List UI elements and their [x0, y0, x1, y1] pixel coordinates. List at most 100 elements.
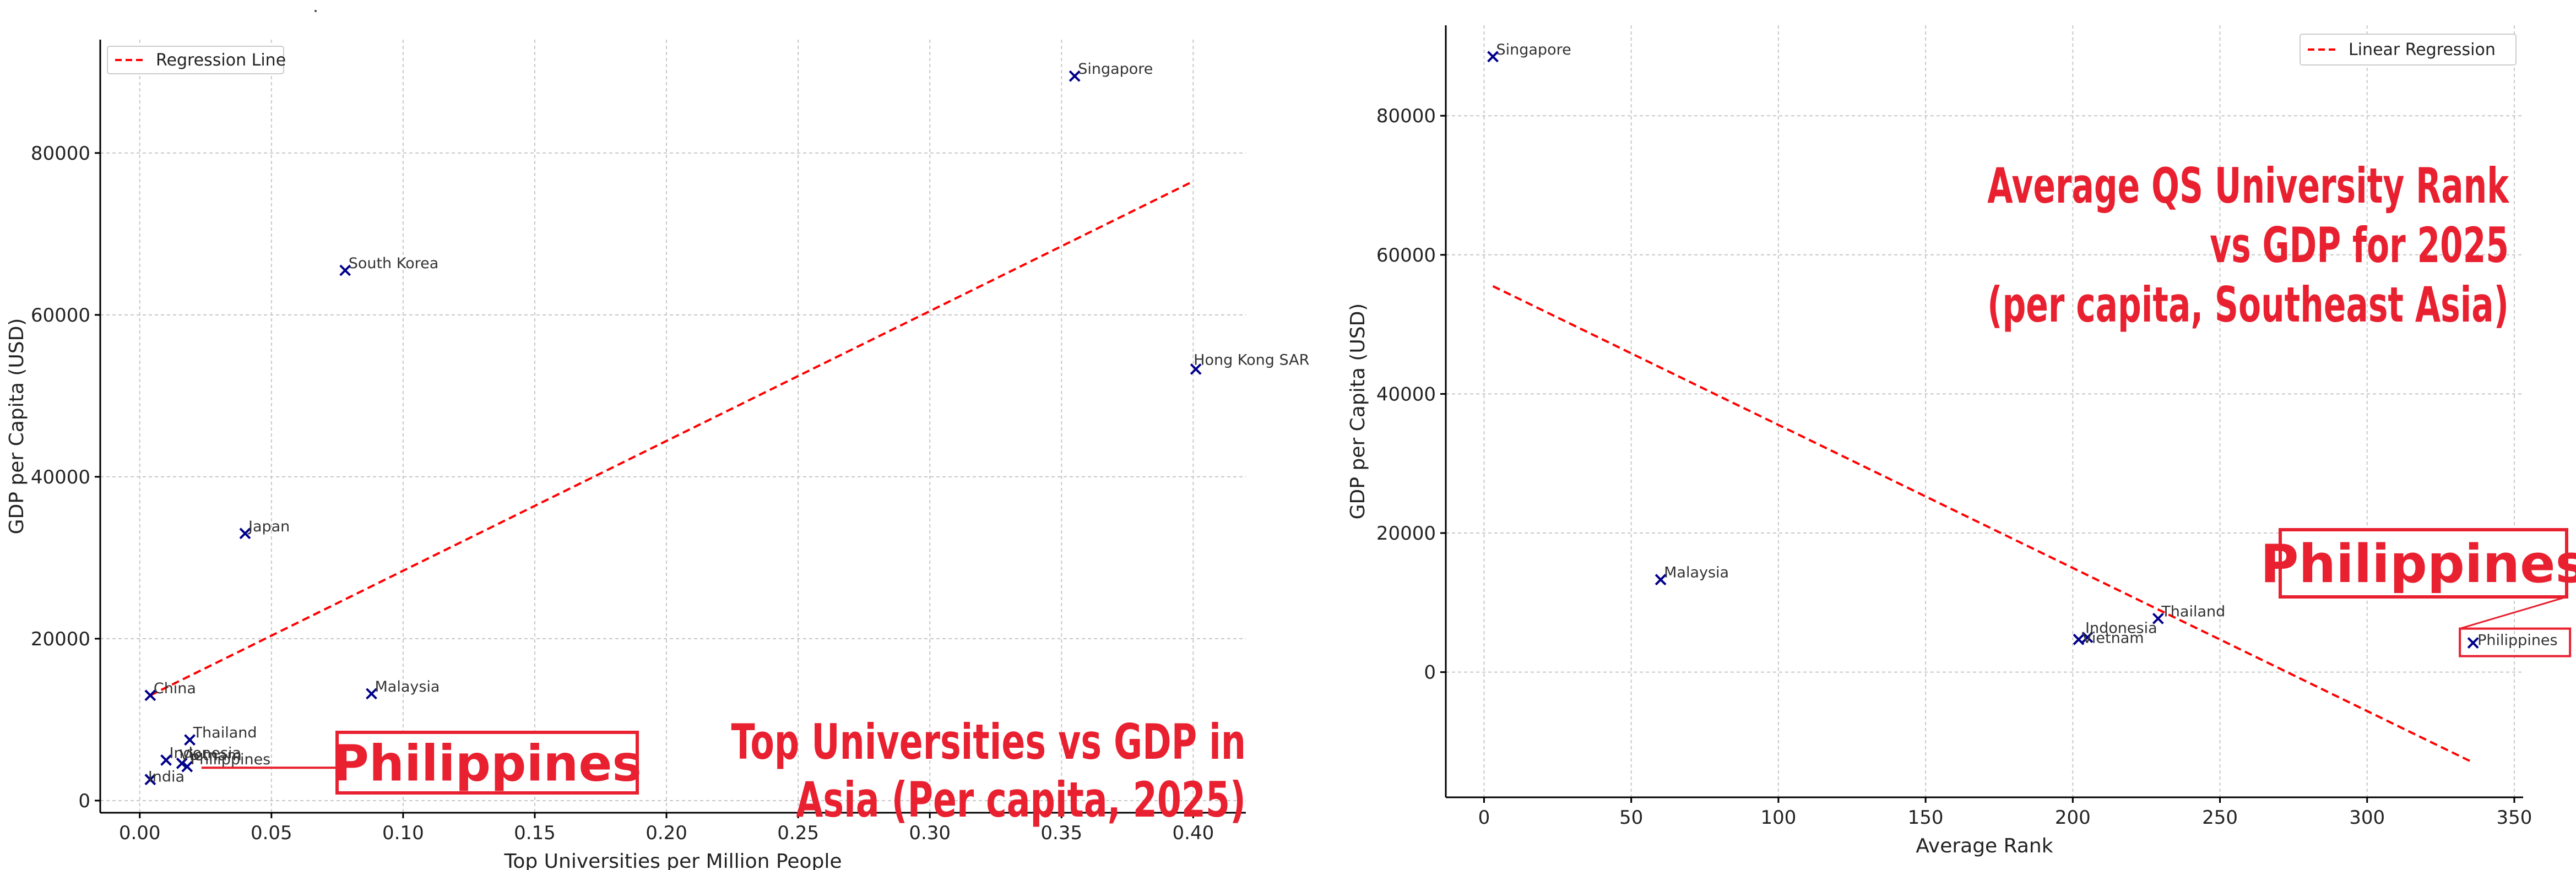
data-point-philippines: Philippines	[2467, 632, 2558, 649]
marker-x	[1655, 574, 1667, 586]
point-label-philippines: Philippines	[191, 751, 270, 768]
title-line-2: Asia (Per capita, 2025)	[796, 773, 1246, 829]
legend: Regression Line	[107, 46, 286, 74]
point-label-singapore: Singapore	[1078, 61, 1153, 78]
y-tick-label: 80000	[31, 143, 90, 165]
point-label-thailand: Thailand	[2161, 603, 2225, 620]
marker-x	[160, 754, 172, 766]
marker-x	[176, 757, 188, 769]
point-label-vietnam: Vietnam	[180, 747, 242, 764]
data-point-singapore: Singapore	[1487, 41, 1571, 63]
x-axis-label: Top Universities per Million People	[503, 850, 842, 870]
x-tick-label: 250	[2202, 807, 2238, 829]
marker-x	[239, 528, 251, 540]
x-tick-label: 0.25	[777, 822, 819, 844]
legend-box	[107, 46, 284, 74]
callout-box	[2279, 528, 2568, 599]
data-point-hong-kong-sar: Hong Kong SAR	[1190, 351, 1309, 375]
data-point-vietnam: Vietnam	[176, 747, 242, 769]
y-tick-label: 80000	[1376, 105, 1436, 127]
marker-x	[1487, 51, 1499, 63]
marker-x	[366, 688, 377, 700]
callout-connector	[2459, 596, 2567, 630]
point-label-china: China	[154, 680, 196, 697]
x-tick-label: 350	[2497, 807, 2532, 829]
marker-x	[339, 264, 351, 276]
legend-label: Linear Regression	[2349, 40, 2496, 59]
point-label-india: India	[148, 769, 185, 786]
title-line-1: Average QS University Rank	[1987, 157, 2509, 214]
x-axis-label: Average Rank	[1916, 835, 2053, 857]
x-tick-label: 0.40	[1173, 822, 1214, 844]
chart-panel-1: 0.00 0.05 0.10 0.15 0.20 0.25 0.30 0.35 0.40 0 200…	[6, 40, 1309, 870]
legend-box	[2300, 34, 2517, 66]
point-label-vietnam: Vietnam	[2082, 629, 2144, 646]
y-tick-label: 60000	[31, 304, 90, 327]
x-tick-label: 0.10	[382, 822, 424, 844]
marker-x	[2467, 637, 2479, 649]
callout-label: Philippines	[2260, 534, 2576, 595]
point-label-indonesia: Indonesia	[170, 744, 242, 762]
marker-x	[2152, 612, 2164, 624]
x-tick-label: 0.35	[1040, 822, 1082, 844]
callout-philippines: Philippines	[201, 731, 642, 795]
point-label-indonesia: Indonesia	[2085, 619, 2157, 637]
title-line-3: (per capita, Southeast Asia)	[1987, 276, 2509, 333]
data-point-china: China	[144, 680, 196, 702]
marker-x	[144, 774, 156, 786]
data-point-thailand: Thailand	[2152, 603, 2225, 624]
data-point-singapore: Singapore	[1069, 61, 1153, 82]
regression-line	[1492, 285, 2474, 764]
stray-dot	[314, 10, 317, 12]
callout-point-box	[2459, 627, 2572, 657]
data-point-japan: Japan	[239, 518, 290, 540]
legend-label: Regression Line	[156, 51, 286, 70]
data-point-malaysia: Malaysia	[366, 678, 440, 700]
y-tick-label: 20000	[31, 628, 90, 650]
x-tick-label: 50	[1619, 807, 1643, 829]
marker-x	[1190, 363, 1202, 375]
data-point-thailand: Thailand	[184, 725, 257, 746]
point-label-thailand: Thailand	[193, 725, 257, 742]
x-tick-label: 0.20	[646, 822, 687, 844]
y-tick-label: 0	[78, 790, 90, 812]
x-tick-label: 0.00	[119, 822, 161, 844]
callout-philippines: Philippines	[2260, 528, 2576, 657]
data-point-south-korea: South Korea	[339, 255, 438, 276]
data-point-indonesia: Indonesia	[160, 744, 242, 766]
point-label-singapore: Singapore	[1496, 41, 1571, 58]
data-point-philippines: Philippines	[181, 751, 270, 773]
x-tick-label: 100	[1760, 807, 1796, 829]
y-tick-label: 0	[1424, 662, 1436, 684]
marker-x	[181, 760, 193, 773]
title-line-1: Top Universities vs GDP in	[731, 715, 1246, 771]
marker-x	[184, 734, 196, 746]
marker-x	[2081, 632, 2094, 643]
y-axis-label: GDP per Capita (USD)	[6, 318, 28, 535]
y-tick-label: 40000	[31, 466, 90, 488]
marker-x	[1069, 70, 1081, 82]
x-tick-label: 0.30	[909, 822, 951, 844]
y-tick-label: 20000	[1376, 523, 1436, 545]
x-tick-label: 200	[2055, 807, 2091, 829]
point-label-japan: Japan	[247, 518, 290, 535]
y-tick-label: 60000	[1376, 244, 1436, 267]
marker-x	[144, 689, 156, 702]
callout-box	[335, 731, 639, 795]
marker-x	[2073, 633, 2085, 645]
point-label-philippines: Philippines	[2477, 632, 2557, 649]
x-tick-label: 0	[1478, 807, 1490, 829]
data-point-indonesia: Indonesia	[2081, 619, 2157, 643]
point-label-malaysia: Malaysia	[375, 678, 440, 695]
y-axis-label: GDP per Capita (USD)	[1347, 303, 1369, 520]
y-tick-label: 40000	[1376, 383, 1436, 405]
x-tick-label: 150	[1908, 807, 1944, 829]
data-point-vietnam: Vietnam	[2073, 629, 2144, 646]
data-point-india: India	[144, 769, 185, 786]
x-tick-label: 0.05	[251, 822, 292, 844]
callout-label: Philippines	[333, 735, 642, 792]
x-tick-label: 300	[2349, 807, 2385, 829]
point-label-hong-kong-sar: Hong Kong SAR	[1194, 351, 1309, 368]
